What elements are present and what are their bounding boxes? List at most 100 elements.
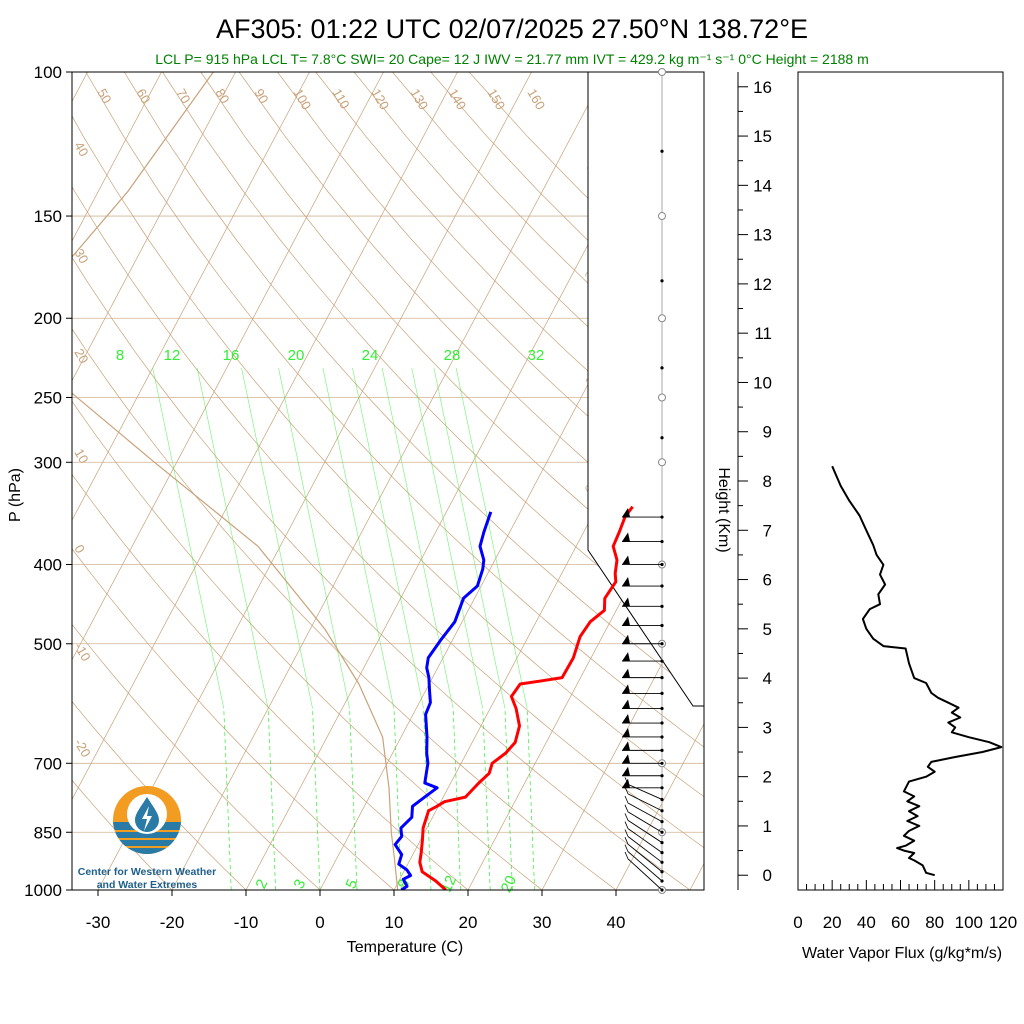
logo-text-line2: and Water Extremes [97, 879, 198, 891]
mixing-ratio-label: 20 [288, 347, 305, 364]
barb-level-dot [660, 850, 664, 855]
wind-barb-flag [622, 597, 630, 607]
mixing-ratio-line [526, 708, 535, 890]
height-axis-tick-label: 15 [753, 127, 772, 146]
isotherm-line [72, 72, 384, 661]
mixing-ratio-label: 32 [528, 347, 545, 364]
barb-level-dot [660, 786, 664, 790]
wind-barb-flag [622, 555, 630, 565]
mixing-ratio-line [241, 367, 313, 709]
skewt-y-axis-title: P (hPa) [7, 468, 24, 522]
barb-level-dot [660, 860, 664, 864]
isotherm-line [72, 72, 310, 521]
wind-barb [627, 783, 663, 800]
isotherm-line [171, 72, 606, 890]
height-axis-tick-label: 4 [763, 669, 772, 688]
barb-level-dot [660, 623, 664, 628]
isotherm-line [97, 72, 532, 890]
temperature-line [418, 505, 634, 890]
wind-barb-feather [624, 837, 629, 845]
dry-adiabat-label: 0 [71, 542, 88, 556]
wind-barb-flag [622, 699, 630, 709]
parcel-line [72, 72, 399, 890]
barb-level-dot [660, 436, 664, 440]
skewt-frame [71, 71, 705, 891]
x-axis-tick-label: 10 [385, 913, 404, 932]
wind-barb [627, 836, 663, 863]
isotherm-label: 120 [368, 86, 392, 112]
isotherm-label: 50 [94, 86, 114, 106]
dry-adiabat-line [72, 473, 469, 890]
x-axis-tick-label: 30 [533, 913, 552, 932]
wind-barbs [622, 68, 666, 894]
flux-ticks: 0 20 40 60 80 100 120 [793, 880, 1017, 932]
mixing-ratio-line [349, 708, 358, 890]
dry-adiabat-line [72, 256, 691, 890]
height-axis-tick-label: 2 [763, 768, 772, 787]
logo-bolt-icon [142, 806, 152, 831]
mixing-ratio-label: 2 [252, 877, 271, 892]
isotherm-label: 130 [407, 86, 431, 112]
logo-water-band [113, 832, 181, 838]
skewt-series [72, 72, 634, 890]
isotherm-line [72, 72, 458, 801]
dry-adiabat-label: 20 [71, 346, 91, 366]
dry-adiabat-line [85, 72, 704, 748]
flux-x-tick-label: 80 [925, 913, 944, 932]
barb-level-circle [658, 212, 666, 221]
barb-area-border [587, 72, 704, 707]
dry-adiabat-label: 10 [71, 446, 91, 466]
height-axis-tick-label: 12 [753, 275, 772, 294]
height-axis-tick-label: 10 [753, 373, 772, 392]
wind-barb-flag [622, 616, 630, 626]
skewt-x-axis-title: Temperature (C) [347, 939, 463, 956]
y-axis-tick-label: 200 [34, 309, 62, 328]
dry-adiabat-line [72, 779, 173, 890]
isotherm-label: 110 [329, 86, 352, 111]
isotherm-line [72, 72, 162, 242]
skewt-series-lines [72, 72, 634, 890]
barb-level-dot [660, 840, 664, 845]
barb-level-dot [660, 584, 664, 588]
y-axis-tick-label: 100 [34, 63, 62, 82]
dry-adiabat-line [72, 115, 704, 798]
wind-barb-flag [622, 766, 630, 776]
isotherm-label: 80 [212, 86, 232, 106]
barb-level-dot [660, 279, 664, 283]
dry-adiabat-label: 40 [71, 139, 91, 159]
flux-panel: 0 20 40 60 80 100 120 Water Vapor Flux (g/kg*m… [793, 71, 1017, 962]
isotherm-label: 70 [173, 86, 193, 106]
mixing-ratio-label: 5 [342, 877, 361, 892]
barb-level-dot [660, 809, 664, 813]
dry-adiabat-line [72, 400, 543, 890]
barb-level-circle [658, 68, 666, 76]
cw3e-logo: Center for Western Weather and Water Ext… [78, 786, 216, 891]
wind-barb [627, 802, 663, 823]
mixing-ratio-label: 16 [223, 347, 240, 364]
mixing-ratio-label: 20 [498, 873, 520, 895]
wind-barb-feather [624, 804, 629, 812]
barb-level-dot [660, 735, 664, 739]
mixing-ratio-label: 28 [444, 347, 461, 364]
dry-adiabat-line [200, 72, 704, 606]
mixing-ratio-label: 3 [290, 877, 309, 892]
mixing-ratio-line [423, 708, 432, 890]
barb-level-dot [660, 748, 664, 752]
x-axis-tick-label: 0 [315, 913, 324, 932]
wind-barb-feather [624, 795, 629, 804]
y-axis-tick-label: 150 [34, 207, 62, 226]
wind-barb-flag [622, 778, 630, 788]
y-axis-tick-label: 250 [34, 389, 62, 408]
x-axis-tick-label: 20 [459, 913, 478, 932]
height-axis-tick-label: 9 [763, 423, 772, 442]
mixing-ratio-line [381, 367, 454, 709]
barb-level-dot [660, 691, 664, 696]
wind-barb-flag [622, 508, 630, 518]
mixing-ratio-line [196, 367, 269, 709]
barb-level-dot [660, 870, 664, 874]
wind-barb [627, 851, 663, 882]
dry-adiabat-line [72, 548, 395, 890]
barb-level-circle [658, 314, 666, 323]
isotherm-label: 90 [251, 86, 271, 106]
